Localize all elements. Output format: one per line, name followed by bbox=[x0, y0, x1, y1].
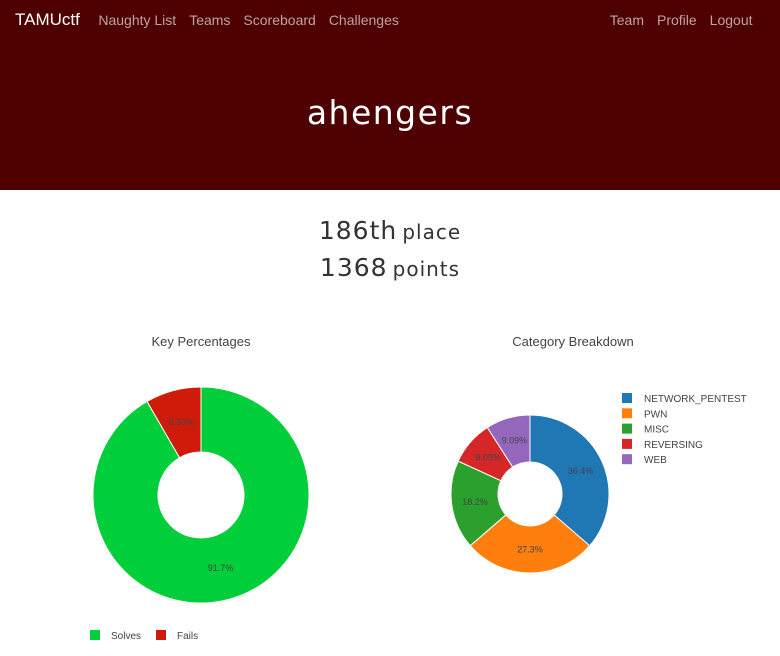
brand-link[interactable]: TAMUctf bbox=[15, 10, 80, 29]
place-line: 186th place bbox=[0, 212, 780, 249]
chart1-legend-pwn: PWN bbox=[644, 409, 667, 420]
nav-challenges[interactable]: Challenges bbox=[328, 12, 399, 28]
chart1-legend-reversing: REVERSING bbox=[644, 440, 703, 451]
nav-scoreboard[interactable]: Scoreboard bbox=[243, 12, 316, 28]
team-name: ahengers bbox=[306, 92, 474, 132]
category-breakdown-title: Category Breakdown bbox=[512, 334, 634, 349]
nav-teams[interactable]: Teams bbox=[189, 12, 231, 28]
chart1-slice-misc bbox=[450, 460, 507, 547]
chart1-slice-label-misc: 18.2% bbox=[462, 497, 488, 507]
chart1-legend-misc: MISC bbox=[644, 425, 669, 436]
chart0-legend-solves: Solves bbox=[111, 631, 141, 642]
chart1-slice-label-reversing: 9.09% bbox=[475, 453, 501, 463]
chart1-slice-label-pwn: 27.3% bbox=[517, 545, 543, 555]
chart1-legend-swatch-network-pentest bbox=[622, 393, 632, 403]
chart0-slice-fails bbox=[146, 386, 202, 459]
nav-team[interactable]: Team bbox=[609, 12, 644, 28]
chart0-legend-fails: Fails bbox=[177, 631, 198, 642]
chart1-legend-swatch-reversing bbox=[622, 438, 632, 449]
team-stats: 186th place 1368 points bbox=[0, 212, 780, 286]
chart0-slice-solves bbox=[92, 386, 310, 604]
chart1-slice-label-web: 9.09% bbox=[502, 436, 528, 446]
team-header: ahengers bbox=[0, 40, 780, 190]
chart0-slice-label-solves: 91.7% bbox=[208, 563, 234, 573]
chart0-legend-swatch-fails bbox=[156, 630, 166, 640]
chart1-legend-swatch-misc bbox=[622, 423, 632, 434]
chart1-slice-label-network-pentest: 36.4% bbox=[568, 466, 594, 476]
chart1-slice-pwn bbox=[469, 514, 591, 574]
nav-right: Team Profile Logout bbox=[603, 12, 759, 28]
chart1-legend-web: WEB bbox=[644, 455, 667, 466]
chart1-legend-swatch-web bbox=[622, 454, 632, 465]
chart1-slice-web bbox=[486, 414, 531, 468]
navbar: TAMUctf Naughty List Teams Scoreboard Ch… bbox=[0, 0, 780, 40]
chart0-legend-swatch-solves bbox=[90, 630, 100, 640]
place-word: place bbox=[402, 220, 462, 244]
nav-logout[interactable]: Logout bbox=[709, 12, 753, 28]
points-word: points bbox=[392, 257, 461, 281]
nav-profile[interactable]: Profile bbox=[656, 12, 697, 28]
chart1-legend-swatch-pwn bbox=[622, 408, 632, 419]
chart1-legend-network-pentest: NETWORK_PENTEST bbox=[644, 394, 747, 405]
points-line: 1368 points bbox=[0, 249, 780, 286]
key-percentages-title: Key Percentages bbox=[151, 334, 251, 349]
nav-left: Naughty List Teams Scoreboard Challenges bbox=[92, 12, 406, 28]
points-value: 1368 bbox=[319, 253, 388, 282]
nav-naughty-list[interactable]: Naughty List bbox=[98, 12, 177, 28]
place-value: 186th bbox=[318, 216, 398, 245]
chart1-slice-network-pentest bbox=[529, 414, 610, 547]
chart0-slice-label-fails: 8.33% bbox=[169, 417, 195, 427]
